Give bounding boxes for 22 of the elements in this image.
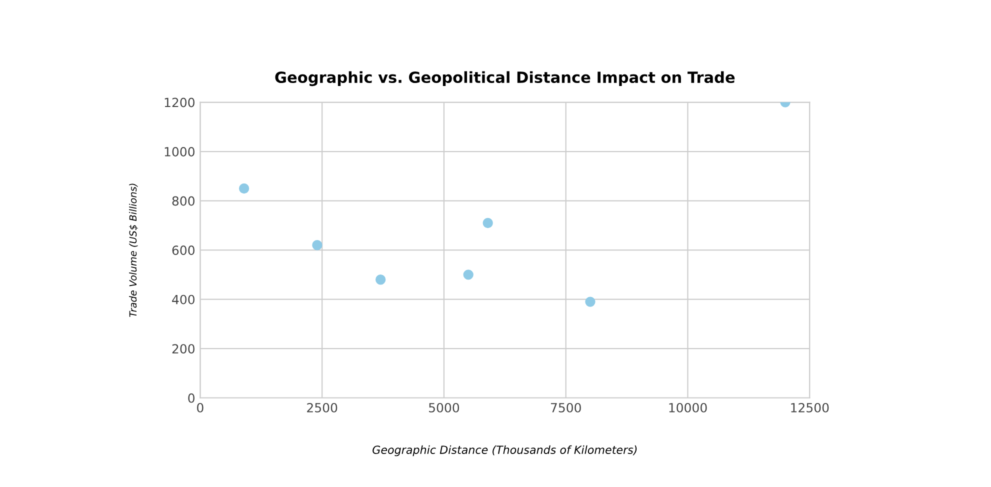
y-tick-label: 1200 xyxy=(164,98,194,108)
x-tick-label: 10000 xyxy=(669,402,707,412)
point xyxy=(238,183,250,194)
x-tick-label: 0 xyxy=(197,402,204,412)
y-axis-title: Trade Volume (US$ Billions) xyxy=(129,184,138,317)
x-tick-label: 12500 xyxy=(791,402,829,412)
point xyxy=(482,218,493,228)
y-tick-label: 800 xyxy=(172,196,194,206)
point xyxy=(312,240,322,250)
x-tick-label: 2500 xyxy=(307,402,338,412)
y-tick-label: 1000 xyxy=(164,147,194,156)
point xyxy=(375,274,386,285)
point xyxy=(585,296,596,307)
y-tick-label: 600 xyxy=(172,246,194,255)
x-tick-label: 7500 xyxy=(550,402,581,412)
y-tick-label: 0 xyxy=(188,393,194,403)
x-axis-title: Geographic Distance (Thousands of Kilometers) xyxy=(372,445,637,456)
y-tick-label: 200 xyxy=(172,344,194,354)
y-tick-label: 400 xyxy=(172,294,194,304)
point xyxy=(463,270,474,280)
chart-title: Geographic vs. Geopolitical Distance Impact on Trade xyxy=(275,71,735,86)
x-tick-label: 5000 xyxy=(429,402,460,412)
